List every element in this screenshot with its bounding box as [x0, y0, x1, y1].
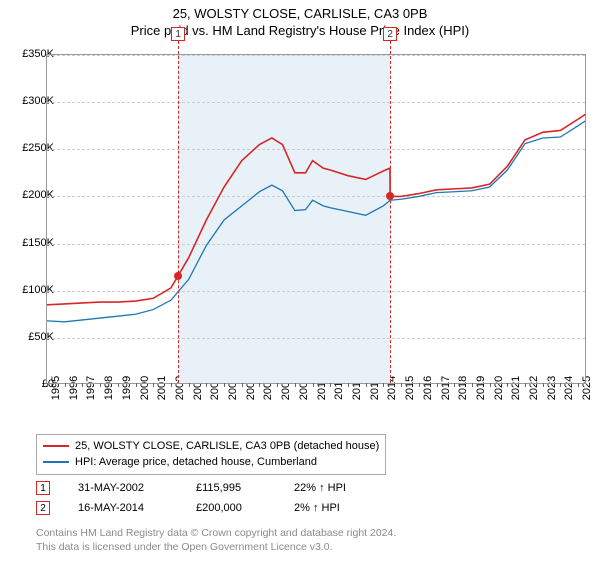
legend-label: HPI: Average price, detached house, Cumb… [75, 456, 317, 468]
container: 25, WOLSTY CLOSE, CARLISLE, CA3 0PB Pric… [0, 6, 600, 566]
legend-swatch [43, 461, 69, 463]
tx-price: £115,995 [196, 482, 266, 494]
tx-hpi-delta: 2% ↑ HPI [294, 502, 340, 514]
chart-marker-label: 2 [383, 27, 397, 41]
tx-date: 31-MAY-2002 [78, 482, 168, 494]
chart-marker-label: 1 [171, 27, 185, 41]
chart-dot [174, 272, 182, 280]
footer-line: This data is licensed under the Open Gov… [36, 540, 396, 554]
tx-hpi-delta: 22% ↑ HPI [294, 482, 346, 494]
legend-label: 25, WOLSTY CLOSE, CARLISLE, CA3 0PB (det… [75, 440, 379, 452]
legend-item: HPI: Average price, detached house, Cumb… [43, 454, 379, 470]
chart-title: 25, WOLSTY CLOSE, CARLISLE, CA3 0PB [0, 6, 600, 21]
row-marker: 2 [36, 501, 50, 515]
chart-svg [47, 55, 587, 385]
legend-box: 25, WOLSTY CLOSE, CARLISLE, CA3 0PB (det… [36, 434, 386, 475]
table-row: 2 16-MAY-2014 £200,000 2% ↑ HPI [36, 498, 346, 518]
footer-text: Contains HM Land Registry data © Crown c… [36, 526, 396, 554]
chart-dot [386, 192, 394, 200]
chart-area: 12 [46, 54, 586, 384]
transactions-table: 1 31-MAY-2002 £115,995 22% ↑ HPI 2 16-MA… [36, 478, 346, 518]
footer-line: Contains HM Land Registry data © Crown c… [36, 526, 396, 540]
legend-item: 25, WOLSTY CLOSE, CARLISLE, CA3 0PB (det… [43, 438, 379, 454]
row-marker: 1 [36, 481, 50, 495]
legend-swatch [43, 445, 69, 447]
tx-price: £200,000 [196, 502, 266, 514]
table-row: 1 31-MAY-2002 £115,995 22% ↑ HPI [36, 478, 346, 498]
chart-subtitle: Price paid vs. HM Land Registry's House … [0, 23, 600, 38]
tx-date: 16-MAY-2014 [78, 502, 168, 514]
